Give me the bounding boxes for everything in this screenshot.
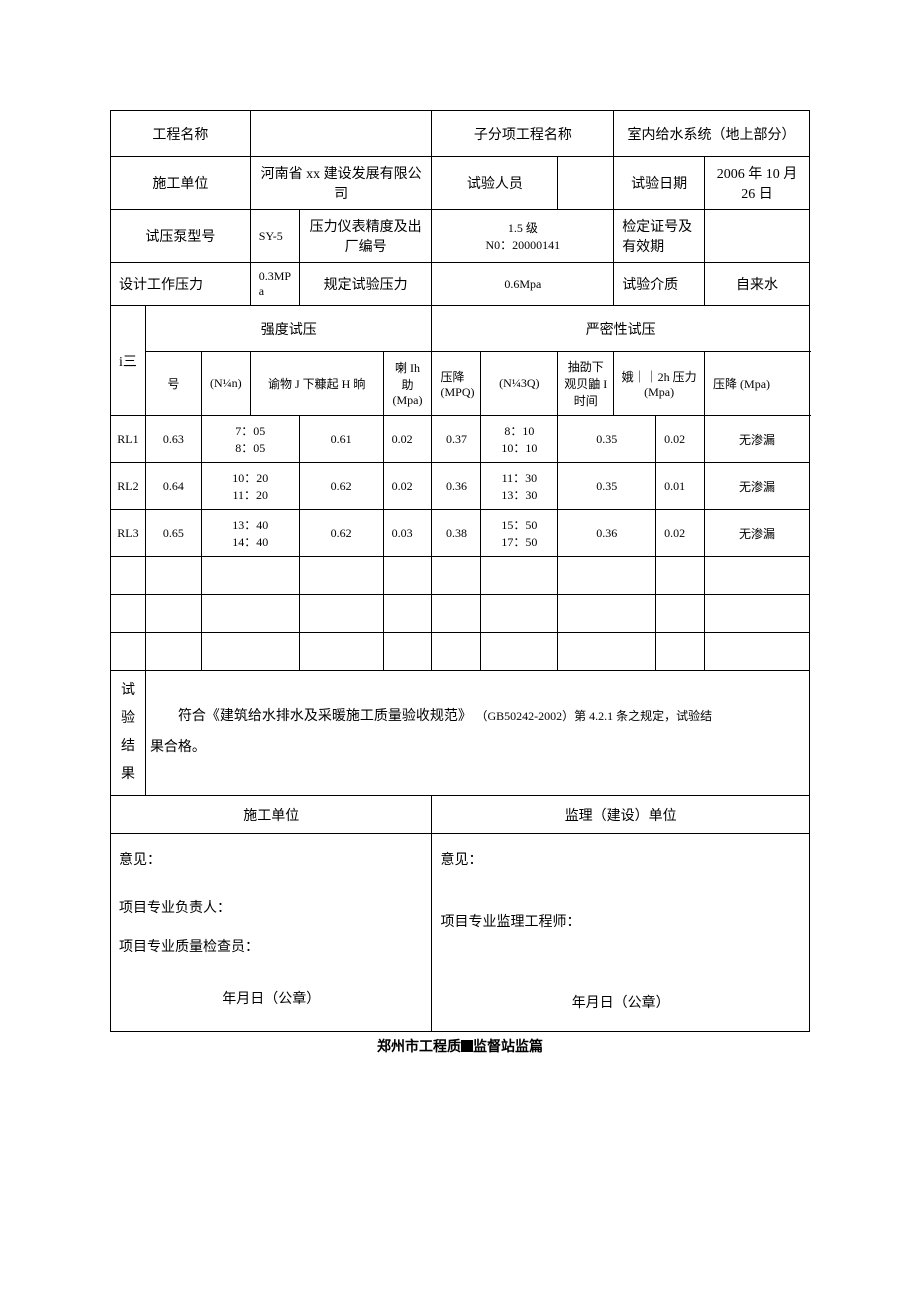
- project-name-value: [250, 111, 432, 157]
- cert-value: [705, 210, 810, 263]
- pump-model-label: 试压泵型号: [111, 210, 251, 263]
- pressure-test-record-table: 工程名称 子分项工程名称 室内给水系统（地上部分） 施工单位 河南省 xx 建设…: [110, 110, 810, 1032]
- col-7: 娥｜｜2h 压力(Mpa): [614, 352, 705, 416]
- table-row: RL30.6513：4014：400.620.030.3815：5017：500…: [111, 510, 810, 557]
- test-date-label: 试验日期: [614, 157, 705, 210]
- contractor-value: 河南省 xx 建设发展有限公司: [250, 157, 432, 210]
- test-person-value: [558, 157, 614, 210]
- result-label: 试验结果: [111, 671, 146, 796]
- gauge-label: 压力仪表精度及出厂编号: [299, 210, 432, 263]
- supervisor-sig-block: 意见： 项目专业监理工程师： 年月日（公章）: [432, 834, 809, 1032]
- sub-item-label: 子分项工程名称: [432, 111, 614, 157]
- medium-label: 试验介质: [614, 263, 705, 306]
- col-serial: 号: [145, 352, 201, 416]
- supervisor-sig-title: 监理（建设）单位: [432, 796, 809, 834]
- result-text: 符合《建筑给水排水及采暖施工质量验收规范》 （GB50242-2002）第 4.…: [145, 671, 809, 796]
- sub-item-value: 室内给水系统（地上部分）: [614, 111, 810, 157]
- footer-text: 郑州市工程质监督站监篇: [110, 1036, 810, 1056]
- contractor-label: 施工单位: [111, 157, 251, 210]
- medium-value: 自来水: [705, 263, 810, 306]
- serial-section-label: i三: [111, 306, 146, 416]
- col-5: (N¼3Q): [481, 352, 558, 416]
- block-icon: [461, 1040, 473, 1052]
- gauge-value: 1.5 级 N0：20000141: [432, 210, 614, 263]
- project-name-label: 工程名称: [111, 111, 251, 157]
- empty-row: [111, 595, 810, 633]
- table-row: RL20.6410：2011：200.620.020.3611：3013：300…: [111, 463, 810, 510]
- contractor-sig-block: 意见： 项目专业负责人： 项目专业质量检查员： 年月日（公章）: [111, 834, 432, 1032]
- col-3: 喇 Ih 助(Mpa): [383, 352, 432, 416]
- col-1: (N¼n): [201, 352, 250, 416]
- gauge-serial: N0：20000141: [436, 236, 609, 253]
- test-person-label: 试验人员: [432, 157, 558, 210]
- col-4: 压降 (MPQ): [432, 352, 481, 416]
- spec-pressure-label: 规定试验压力: [299, 263, 432, 306]
- tightness-test-title: 严密性试压: [432, 306, 809, 352]
- design-pressure-value: 0.3MPa: [250, 263, 299, 306]
- gauge-grade: 1.5 级: [436, 219, 609, 236]
- design-pressure-label: 设计工作压力: [111, 263, 251, 306]
- empty-row: [111, 557, 810, 595]
- col-6: 抽劭下观贝鼬 I 时间: [558, 352, 614, 416]
- table-row: RL10.637：058：050.610.020.378：1010：100.35…: [111, 416, 810, 463]
- strength-test-title: 强度试压: [145, 306, 432, 352]
- empty-row: [111, 633, 810, 671]
- col-2: 谕物 J 下糠起 H 晌: [250, 352, 383, 416]
- contractor-sig-title: 施工单位: [111, 796, 432, 834]
- pump-model-value: SY-5: [250, 210, 299, 263]
- cert-label: 检定证号及有效期: [614, 210, 705, 263]
- test-date-value: 2006 年 10 月 26 日: [705, 157, 810, 210]
- spec-pressure-value: 0.6Mpa: [432, 263, 614, 306]
- col-8: 压降 (Mpa): [705, 352, 810, 416]
